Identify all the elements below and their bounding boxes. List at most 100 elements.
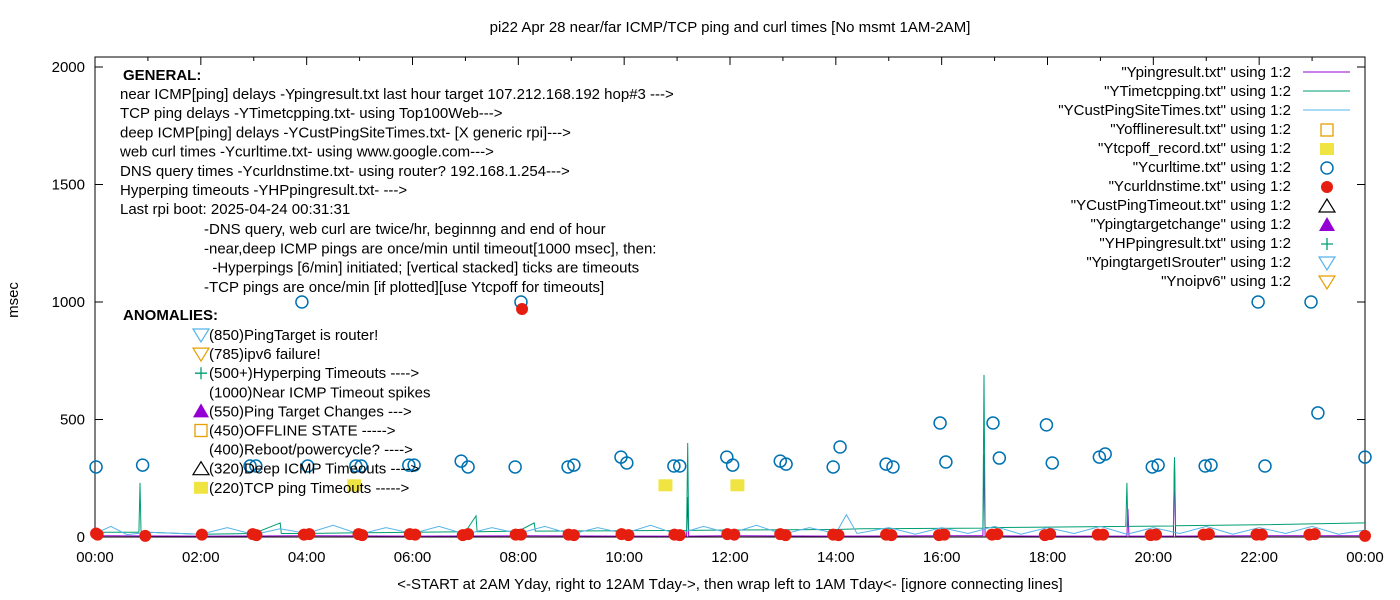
legend-marker-icon bbox=[1320, 143, 1334, 155]
data-point bbox=[1255, 528, 1268, 541]
data-point bbox=[1098, 447, 1112, 461]
data-point bbox=[779, 529, 792, 542]
legend-label: "Ycurltime.txt" using 1:2 bbox=[1133, 159, 1291, 176]
data-point bbox=[1151, 458, 1165, 472]
x-tick-label: 00:00 bbox=[76, 549, 114, 566]
legend-label: "Ypingtargetchange" using 1:2 bbox=[1090, 216, 1291, 233]
y-tick-label: 500 bbox=[60, 412, 85, 429]
anomaly-label: (220)TCP ping Timeouts -----> bbox=[209, 480, 409, 497]
legend-label: "Yofflineresult.txt" using 1:2 bbox=[1110, 121, 1291, 138]
data-point bbox=[347, 479, 362, 492]
x-tick-label: 00:00 bbox=[1346, 549, 1384, 566]
data-point bbox=[658, 479, 673, 492]
anomaly-label: (785)ipv6 failure! bbox=[209, 346, 321, 363]
data-point bbox=[462, 528, 475, 541]
anomaly-label: (320)Deep ICMP Timeouts ----> bbox=[209, 461, 419, 478]
y-axis-label: msec bbox=[5, 282, 22, 318]
data-point bbox=[879, 457, 893, 471]
legend-label: "YHPpingresult.txt" using 1:2 bbox=[1099, 235, 1291, 252]
legend-marker-icon bbox=[1321, 181, 1333, 193]
data-point bbox=[407, 458, 421, 472]
data-point bbox=[356, 529, 369, 542]
data-point bbox=[409, 528, 422, 541]
data-point bbox=[243, 459, 257, 473]
y-tick-label: 0 bbox=[77, 529, 85, 546]
legend-label: "Ypingresult.txt" using 1:2 bbox=[1121, 64, 1291, 81]
data-point bbox=[402, 458, 416, 472]
x-axis-label: <-START at 2AM Yday, right to 12AM Tday-… bbox=[397, 576, 1062, 593]
legend-marker-icon bbox=[1320, 161, 1334, 175]
data-point bbox=[720, 450, 734, 464]
series-points bbox=[89, 295, 1372, 542]
data-point bbox=[938, 528, 951, 541]
data-point bbox=[1044, 528, 1057, 541]
y-tick-label: 2000 bbox=[52, 59, 85, 76]
anomaly-label: (450)OFFLINE STATE -----> bbox=[209, 423, 396, 440]
data-point bbox=[461, 460, 475, 474]
x-tick-label: 12:00 bbox=[711, 549, 749, 566]
note-line: -Hyperpings [6/min] initiated; [vertical… bbox=[204, 260, 639, 277]
data-point bbox=[1304, 295, 1318, 309]
data-point bbox=[673, 529, 686, 542]
legend-marker-icon bbox=[1319, 217, 1335, 231]
general-line: Hyperping timeouts -YHPpingresult.txt- -… bbox=[120, 182, 407, 199]
data-point bbox=[1045, 456, 1060, 470]
data-point bbox=[354, 459, 368, 473]
anomaly-marker-icon bbox=[194, 481, 208, 494]
x-tick-label: 18:00 bbox=[1029, 549, 1067, 566]
anomaly-marker-icon bbox=[191, 347, 211, 363]
legend-label: "Ytcpoff_record.txt" using 1:2 bbox=[1098, 140, 1291, 157]
data-point bbox=[89, 460, 103, 474]
legend-label: "Ycurldnstime.txt" using 1:2 bbox=[1109, 178, 1291, 195]
legend-marker-icon bbox=[1320, 123, 1334, 137]
data-point bbox=[1311, 406, 1325, 420]
x-tick-label: 22:00 bbox=[1240, 549, 1278, 566]
legend-marker-icon bbox=[1321, 238, 1333, 250]
legend-label: "YTimetcpping.txt" using 1:2 bbox=[1104, 83, 1291, 100]
data-point bbox=[1358, 450, 1372, 464]
data-point bbox=[992, 451, 1007, 465]
data-point bbox=[667, 459, 681, 473]
general-heading: GENERAL: bbox=[123, 67, 201, 84]
anomaly-marker-icon bbox=[195, 367, 207, 380]
legend-marker-icon bbox=[1317, 275, 1337, 291]
data-point bbox=[516, 303, 529, 316]
data-point bbox=[250, 529, 263, 542]
data-point bbox=[728, 528, 741, 541]
data-point bbox=[195, 528, 208, 541]
data-point bbox=[826, 460, 840, 474]
data-point bbox=[135, 458, 150, 472]
data-point bbox=[725, 458, 740, 472]
data-point bbox=[1258, 459, 1272, 473]
data-point bbox=[303, 528, 316, 541]
legend-label: "Ynoipv6" using 1:2 bbox=[1161, 273, 1291, 290]
anomaly-label: (1000)Near ICMP Timeout spikes bbox=[209, 384, 430, 401]
data-point bbox=[249, 459, 263, 473]
chart-title: pi22 Apr 28 near/far ICMP/TCP ping and c… bbox=[490, 19, 971, 36]
legend-label: "YCustPingSiteTimes.txt" using 1:2 bbox=[1058, 102, 1291, 119]
data-point bbox=[991, 528, 1004, 541]
legend-marker-icon bbox=[1317, 256, 1337, 272]
anomaly-label: (850)PingTarget is router! bbox=[209, 327, 378, 344]
anomalies-heading: ANOMALIES: bbox=[123, 307, 218, 324]
x-tick-label: 04:00 bbox=[288, 549, 326, 566]
legend-marker-icon bbox=[1317, 197, 1337, 213]
data-point bbox=[1149, 528, 1162, 541]
data-point bbox=[885, 529, 898, 542]
data-point bbox=[986, 416, 1000, 430]
data-point bbox=[561, 460, 575, 474]
data-point bbox=[833, 440, 847, 454]
data-point bbox=[1198, 459, 1212, 473]
anomaly-marker-icon bbox=[191, 328, 211, 344]
general-line: near ICMP[ping] delays -Ypingresult.txt … bbox=[120, 86, 674, 103]
x-tick-label: 08:00 bbox=[500, 549, 538, 566]
data-point bbox=[933, 416, 947, 430]
data-point bbox=[508, 460, 522, 474]
data-point bbox=[1097, 528, 1110, 541]
data-point bbox=[620, 456, 634, 470]
anomaly-label: (500+)Hyperping Timeouts ----> bbox=[209, 365, 419, 382]
data-point bbox=[1039, 418, 1054, 432]
y-tick-label: 1000 bbox=[52, 294, 85, 311]
data-point bbox=[91, 528, 104, 541]
general-line: DNS query times -Ycurldnstime.txt- using… bbox=[120, 163, 570, 180]
